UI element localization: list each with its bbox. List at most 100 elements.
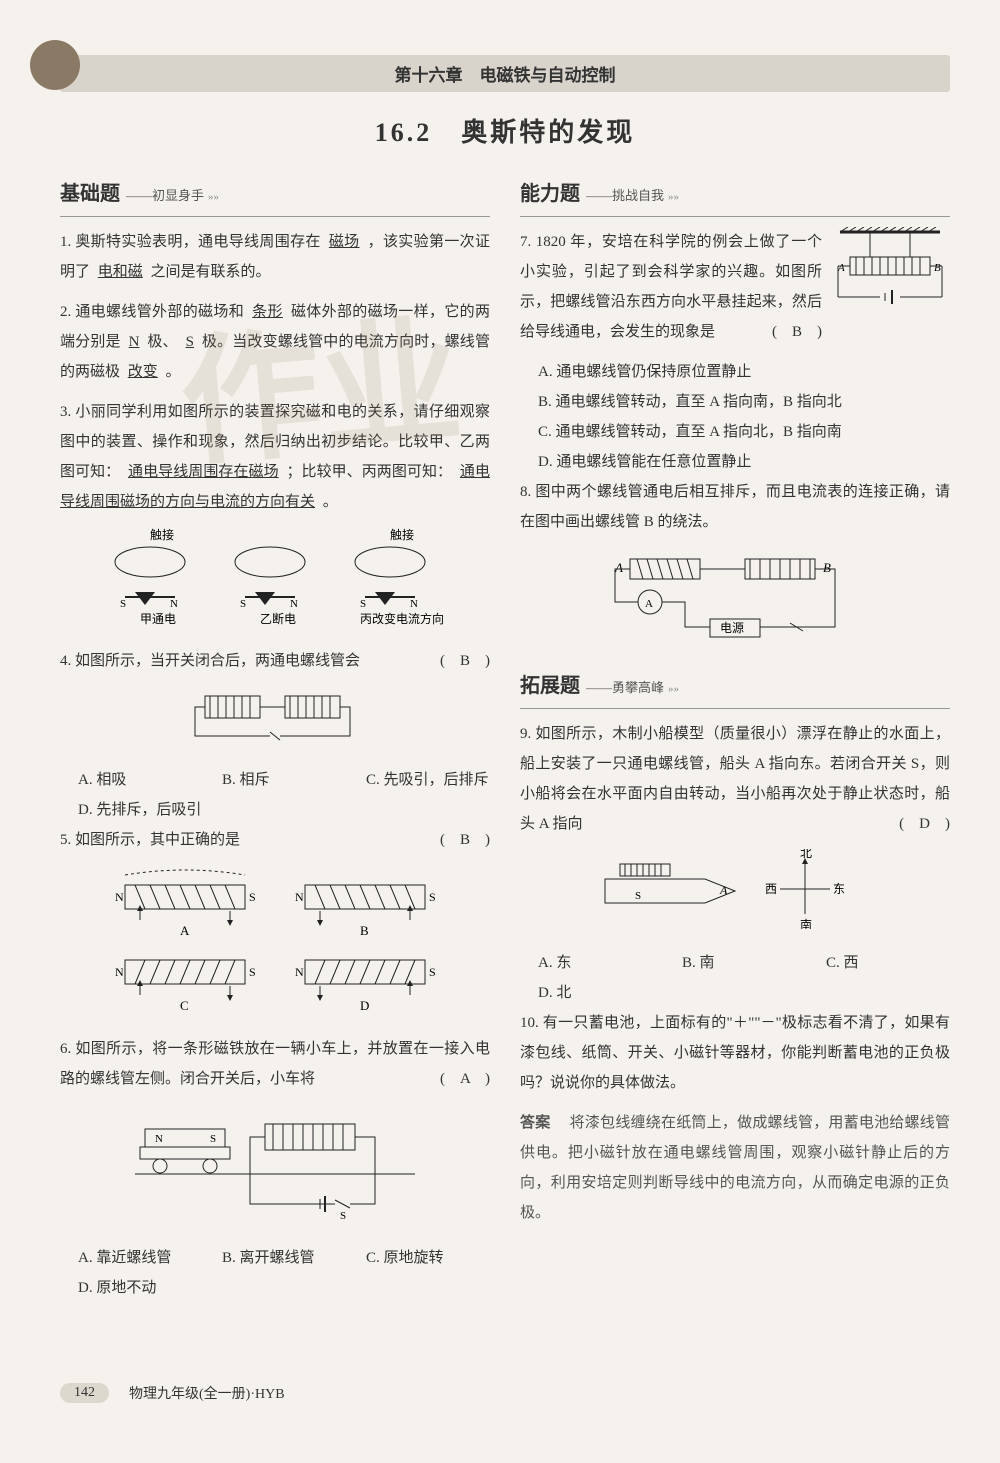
section-ability: 能力题 ——挑战自我 »»	[520, 174, 950, 217]
q10-answer: 答案 将漆包线缠绕在纸筒上，做成螺线管，用蓄电池给螺线管供电。把小磁针放在通电螺…	[520, 1108, 950, 1228]
section-basic: 基础题 ——初显身手 »»	[60, 174, 490, 217]
section-label: 拓展题	[520, 666, 580, 706]
q7-figure: A B	[830, 227, 950, 328]
q7-optC: C. 通电螺线管转动，直至 A 指向北，B 指向南	[538, 417, 950, 447]
q6-optD: D. 原地不动	[78, 1273, 198, 1303]
svg-text:S: S	[210, 1133, 216, 1145]
svg-text:南: 南	[800, 917, 812, 929]
page-footer: 142 物理九年级(全一册)·HYB	[60, 1383, 285, 1403]
q5-text: 5. 如图所示，其中正确的是	[60, 832, 240, 848]
answer-text: 将漆包线缠绕在纸筒上，做成螺线管，用蓄电池给螺线管供电。把小磁针放在通电螺线管周…	[520, 1115, 950, 1221]
svg-text:S: S	[360, 598, 366, 610]
svg-text:B: B	[360, 923, 369, 938]
q2-b4: 改变	[124, 364, 162, 380]
svg-text:A: A	[180, 923, 190, 938]
svg-text:N: N	[410, 598, 418, 610]
q4-optA: A. 相吸	[78, 765, 198, 795]
q4-optD: D. 先排斥，后吸引	[78, 795, 201, 825]
q2-t5: 。	[166, 364, 181, 380]
section-label: 能力题	[520, 174, 580, 214]
logo-icon	[30, 40, 80, 90]
q7-options: A. 通电螺线管仍保持原位置静止 B. 通电螺线管转动，直至 A 指向南，B 指…	[520, 357, 950, 477]
q8-text: 8. 图中两个螺线管通电后相互排斥，而且电流表的连接正确，请在图中画出螺线管 B…	[520, 484, 950, 530]
question-2: 2. 通电螺线管外部的磁场和 条形 磁体外部的磁场一样，它的两端分别是 N 极、…	[60, 297, 490, 387]
section-extend: 拓展题 ——勇攀高峰 »»	[520, 666, 950, 709]
arrows-icon: »»	[668, 678, 679, 700]
arrows-icon: »»	[208, 186, 219, 208]
q6-optB: B. 离开螺线管	[222, 1243, 342, 1273]
svg-text:N: N	[115, 965, 124, 979]
svg-text:B: B	[823, 560, 831, 575]
section-sub: ——挑战自我	[586, 183, 664, 209]
svg-text:C: C	[180, 998, 189, 1013]
chapter-title: 第十六章 电磁铁与自动控制	[395, 66, 616, 85]
q5-figure: N S A N S B	[60, 865, 490, 1026]
q7-optB: B. 通电螺线管转动，直至 A 指向南，B 指向北	[538, 387, 950, 417]
q1-blank2: 电和磁	[94, 264, 147, 280]
svg-text:电源: 电源	[720, 621, 744, 635]
q7-optA: A. 通电螺线管仍保持原位置静止	[538, 357, 950, 387]
q7-ans: B	[792, 324, 802, 340]
svg-text:N: N	[155, 1133, 163, 1145]
q10-text: 10. 有一只蓄电池，上面标有的"＋""－"极标志看不清了，如果有漆包线、纸筒、…	[520, 1015, 950, 1091]
q1-blank1: 磁场	[325, 234, 364, 250]
book-label: 物理九年级(全一册)·HYB	[129, 1383, 285, 1403]
q4-figure	[60, 686, 490, 757]
svg-text:A: A	[719, 883, 728, 897]
q4-optB: B. 相斥	[222, 765, 342, 795]
q3-b1: 通电导线周围存在磁场	[124, 464, 283, 480]
svg-text:S: S	[240, 598, 246, 610]
page-title: 16.2 奥斯特的发现	[60, 112, 950, 149]
q9-optD: D. 北	[538, 978, 658, 1008]
answer-label: 答案	[520, 1115, 550, 1131]
q9-optC: C. 西	[826, 948, 946, 978]
q6-text: 6. 如图所示，将一条形磁铁放在一辆小车上，并放置在一接入电路的螺线管左侧。闭合…	[60, 1041, 490, 1087]
section-sub: ——初显身手	[126, 183, 204, 209]
cap1: 甲通电	[140, 612, 176, 626]
question-10: 10. 有一只蓄电池，上面标有的"＋""－"极标志看不清了，如果有漆包线、纸筒、…	[520, 1008, 950, 1098]
q9-ans: D	[919, 816, 930, 832]
svg-text:东: 东	[833, 882, 845, 896]
chapter-header: 第十六章 电磁铁与自动控制	[60, 55, 950, 92]
arrows-icon: »»	[668, 186, 679, 208]
cap3: 丙改变电流方向	[360, 611, 444, 626]
svg-text:S: S	[249, 890, 256, 904]
question-8: 8. 图中两个螺线管通电后相互排斥，而且电流表的连接正确，请在图中画出螺线管 B…	[520, 477, 950, 537]
q4-ans: B	[460, 653, 470, 669]
q6-ans: A	[460, 1071, 470, 1087]
question-1: 1. 奥斯特实验表明，通电导线周围存在 磁场 ，该实验第一次证明了 电和磁 之间…	[60, 227, 490, 287]
svg-text:B: B	[934, 262, 941, 274]
touch-label: 触接	[150, 527, 174, 542]
q2-b3: S	[182, 334, 198, 350]
q2-b1: 条形	[248, 304, 287, 320]
q4-options: A. 相吸 B. 相斥 C. 先吸引，后排斥 D. 先排斥，后吸引	[60, 765, 490, 825]
svg-text:N: N	[295, 890, 304, 904]
right-column: 能力题 ——挑战自我 »» A B	[520, 174, 950, 1303]
svg-text:S: S	[249, 965, 256, 979]
q9-figure: S A 北 南 东 西	[520, 849, 950, 940]
q3-mid: ；比较甲、丙两图可知：	[286, 464, 452, 480]
section-sub: ——勇攀高峰	[586, 675, 664, 701]
section-label: 基础题	[60, 174, 120, 214]
svg-text:触接: 触接	[390, 527, 414, 542]
q3-post: 。	[323, 494, 338, 510]
q9-optA: A. 东	[538, 948, 658, 978]
question-5: 5. 如图所示，其中正确的是 ( B )	[60, 825, 490, 855]
q3-figure: 触接 SN 甲通电 SN 乙断电 触接	[60, 527, 490, 638]
q6-figure: NS S	[60, 1104, 490, 1235]
left-column: 基础题 ——初显身手 »» 1. 奥斯特实验表明，通电导线周围存在 磁场 ，该实…	[60, 174, 490, 1303]
question-4: 4. 如图所示，当开关闭合后，两通电螺线管会 ( B )	[60, 646, 490, 676]
svg-text:S: S	[429, 965, 436, 979]
q9-text: 9. 如图所示，木制小船模型（质量很小）漂浮在静止的水面上，船上安装了一只通电螺…	[520, 726, 950, 832]
q8-figure: A B A 电源	[520, 547, 950, 658]
svg-text:N: N	[295, 965, 304, 979]
q1-text: 1. 奥斯特实验表明，通电导线周围存在	[60, 234, 321, 250]
q7-optD: D. 通电螺线管能在任意位置静止	[538, 447, 950, 477]
q9-options: A. 东 B. 南 C. 西 D. 北	[520, 948, 950, 1008]
q2-b2: N	[125, 334, 144, 350]
svg-text:A: A	[645, 598, 653, 610]
svg-text:北: 北	[800, 849, 812, 860]
q5-ans: B	[460, 832, 470, 848]
q1-text3: 之间是有联系的。	[151, 264, 271, 280]
svg-text:S: S	[635, 890, 641, 902]
